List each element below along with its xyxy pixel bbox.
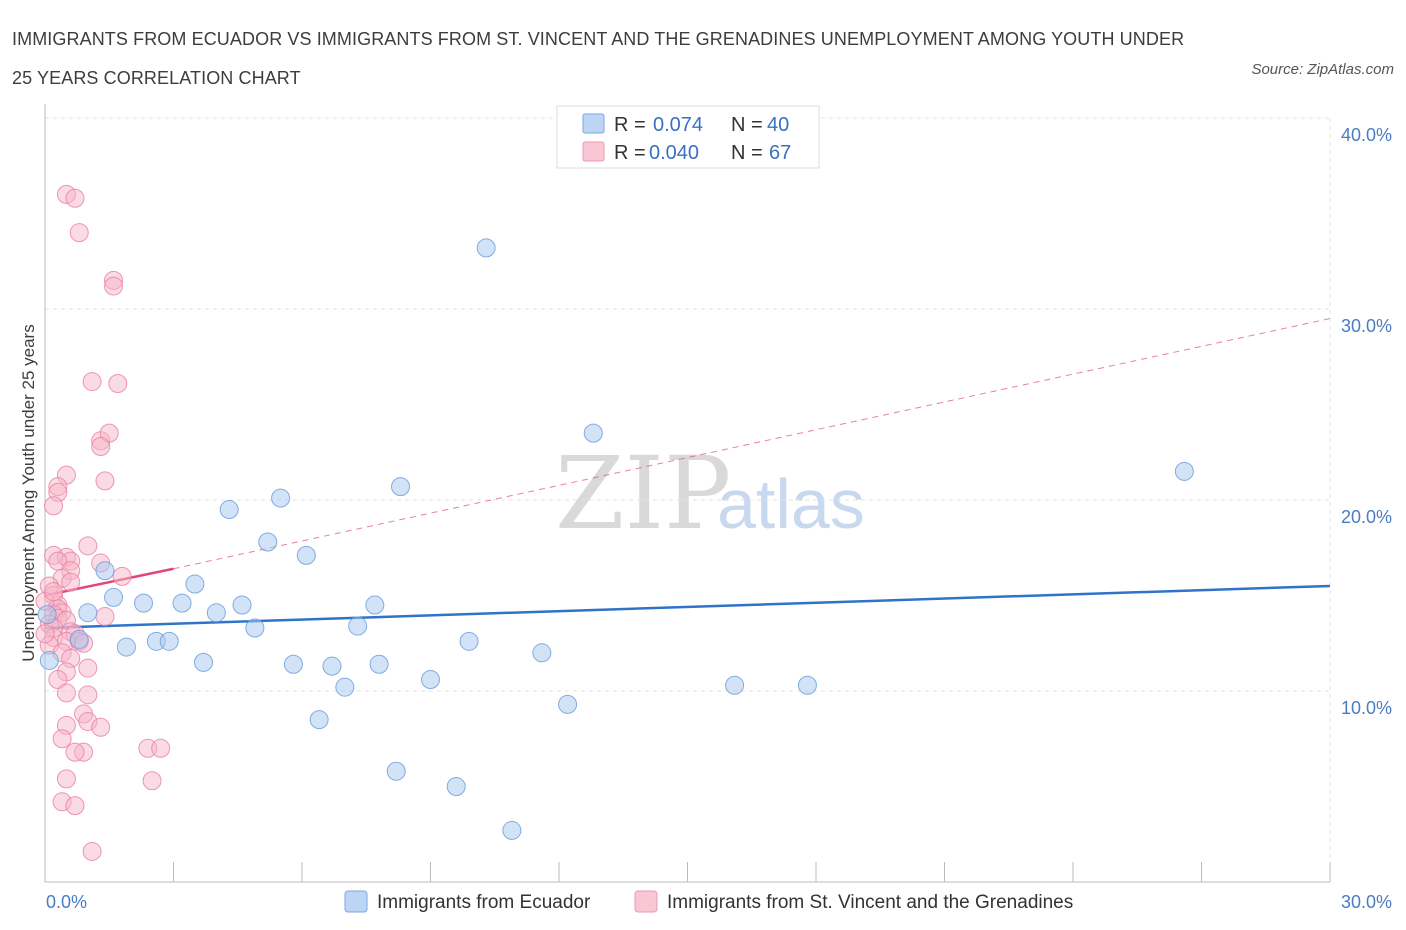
point-stvincent (65, 796, 85, 816)
point-ecuador (369, 654, 389, 674)
point-ecuador (193, 652, 213, 672)
point-ecuador (446, 777, 466, 796)
y-axis-title: Unemployment Among Youth under 25 years (19, 324, 38, 661)
point-ecuador (797, 675, 817, 695)
point-stvincent (78, 658, 98, 678)
point-ecuador (78, 603, 98, 623)
point-ecuador (37, 605, 57, 625)
point-ecuador (219, 500, 239, 520)
legend-r-value-stvincent: 0.040 (649, 142, 699, 164)
legend-n-label-stvincent: N = (731, 142, 763, 164)
point-stvincent (91, 717, 111, 737)
watermark-atlas: atlas (717, 465, 865, 543)
point-ecuador (421, 670, 440, 690)
point-stvincent (52, 729, 72, 749)
point-stvincent (48, 670, 68, 690)
point-stvincent (44, 496, 64, 516)
point-ecuador (283, 654, 303, 674)
y-tick-label-30: 30.0% (1341, 316, 1392, 336)
point-ecuador (583, 423, 603, 443)
y-tick-label-10: 10.0% (1341, 698, 1392, 718)
point-ecuador (134, 593, 154, 613)
point-stvincent (91, 437, 111, 457)
point-ecuador (104, 587, 124, 607)
point-ecuador (1174, 461, 1194, 481)
point-stvincent (151, 738, 171, 758)
point-ecuador (271, 488, 291, 508)
point-stvincent (56, 683, 76, 703)
point-stvincent (112, 566, 132, 586)
point-ecuador (476, 238, 496, 258)
point-ecuador (391, 477, 411, 497)
point-ecuador (95, 561, 115, 581)
point-ecuador (365, 595, 385, 615)
point-ecuador (245, 618, 265, 638)
gridlines (45, 117, 1331, 882)
point-stvincent (61, 572, 81, 592)
point-ecuador (335, 677, 355, 697)
point-ecuador (725, 675, 745, 695)
legend-n-value-stvincent: 67 (769, 142, 791, 164)
point-stvincent (142, 771, 162, 791)
point-ecuador (532, 643, 552, 663)
point-stvincent (104, 276, 124, 296)
point-ecuador (502, 820, 522, 840)
point-ecuador (116, 637, 136, 657)
point-stvincent (82, 372, 102, 392)
point-ecuador (348, 616, 368, 636)
legend-r-value-ecuador: 0.074 (653, 114, 703, 136)
point-stvincent (95, 607, 115, 627)
trend-line-stvincent (44, 567, 174, 597)
point-stvincent (78, 536, 98, 556)
bottom-legend-swatch-ecuador (344, 890, 368, 913)
point-stvincent (108, 373, 128, 393)
point-stvincent (82, 841, 102, 861)
x-tick-label-min: 0.0% (46, 892, 87, 912)
point-ecuador (39, 650, 59, 670)
point-ecuador (459, 631, 479, 651)
point-ecuador (309, 710, 329, 730)
chart-title: IMMIGRANTS FROM ECUADOR VS IMMIGRANTS FR… (12, 29, 1185, 88)
point-ecuador (558, 694, 578, 714)
point-ecuador (69, 629, 89, 649)
legend-n-label-ecuador: N = (731, 114, 763, 136)
x-tick-label-max: 30.0% (1341, 892, 1392, 912)
point-ecuador (172, 593, 192, 613)
point-ecuador (386, 761, 406, 781)
point-ecuador (258, 532, 278, 552)
point-stvincent (78, 685, 98, 705)
axes (44, 104, 1331, 883)
point-stvincent (99, 423, 119, 443)
point-ecuador (232, 595, 252, 615)
legend-swatch-ecuador (582, 113, 605, 134)
point-stvincent (56, 769, 76, 789)
y-tick-label-20: 20.0% (1341, 507, 1392, 527)
legend-r-label-stvincent: R = (614, 142, 646, 164)
y-tick-label-40: 40.0% (1341, 125, 1392, 145)
point-stvincent (95, 471, 115, 491)
legend-r-label-ecuador: R = (614, 114, 646, 136)
point-ecuador (296, 545, 316, 565)
legend-box: R = 0.074 N = 40 R = 0.040 N = 67 (556, 105, 820, 169)
bottom-legend-label-ecuador: Immigrants from Ecuador (377, 892, 591, 913)
point-stvincent (65, 742, 85, 762)
watermark-zip: ZIP (555, 435, 731, 552)
point-ecuador (159, 631, 179, 651)
point-ecuador (322, 656, 342, 676)
bottom-legend-label-stvincent: Immigrants from St. Vincent and the Gren… (667, 892, 1073, 913)
bottom-legend: Immigrants from Ecuador Immigrants from … (344, 890, 1073, 913)
source-credit: Source: ZipAtlas.com (1251, 61, 1394, 78)
point-stvincent (65, 188, 85, 208)
bottom-legend-swatch-stvincent (634, 890, 658, 913)
legend-n-value-ecuador: 40 (767, 114, 789, 136)
legend-swatch-stvincent (582, 141, 605, 162)
point-stvincent (44, 582, 64, 602)
point-stvincent (69, 223, 89, 243)
point-ecuador (206, 603, 226, 623)
point-ecuador (185, 574, 205, 594)
data-points (35, 184, 1194, 861)
point-stvincent (35, 624, 55, 644)
